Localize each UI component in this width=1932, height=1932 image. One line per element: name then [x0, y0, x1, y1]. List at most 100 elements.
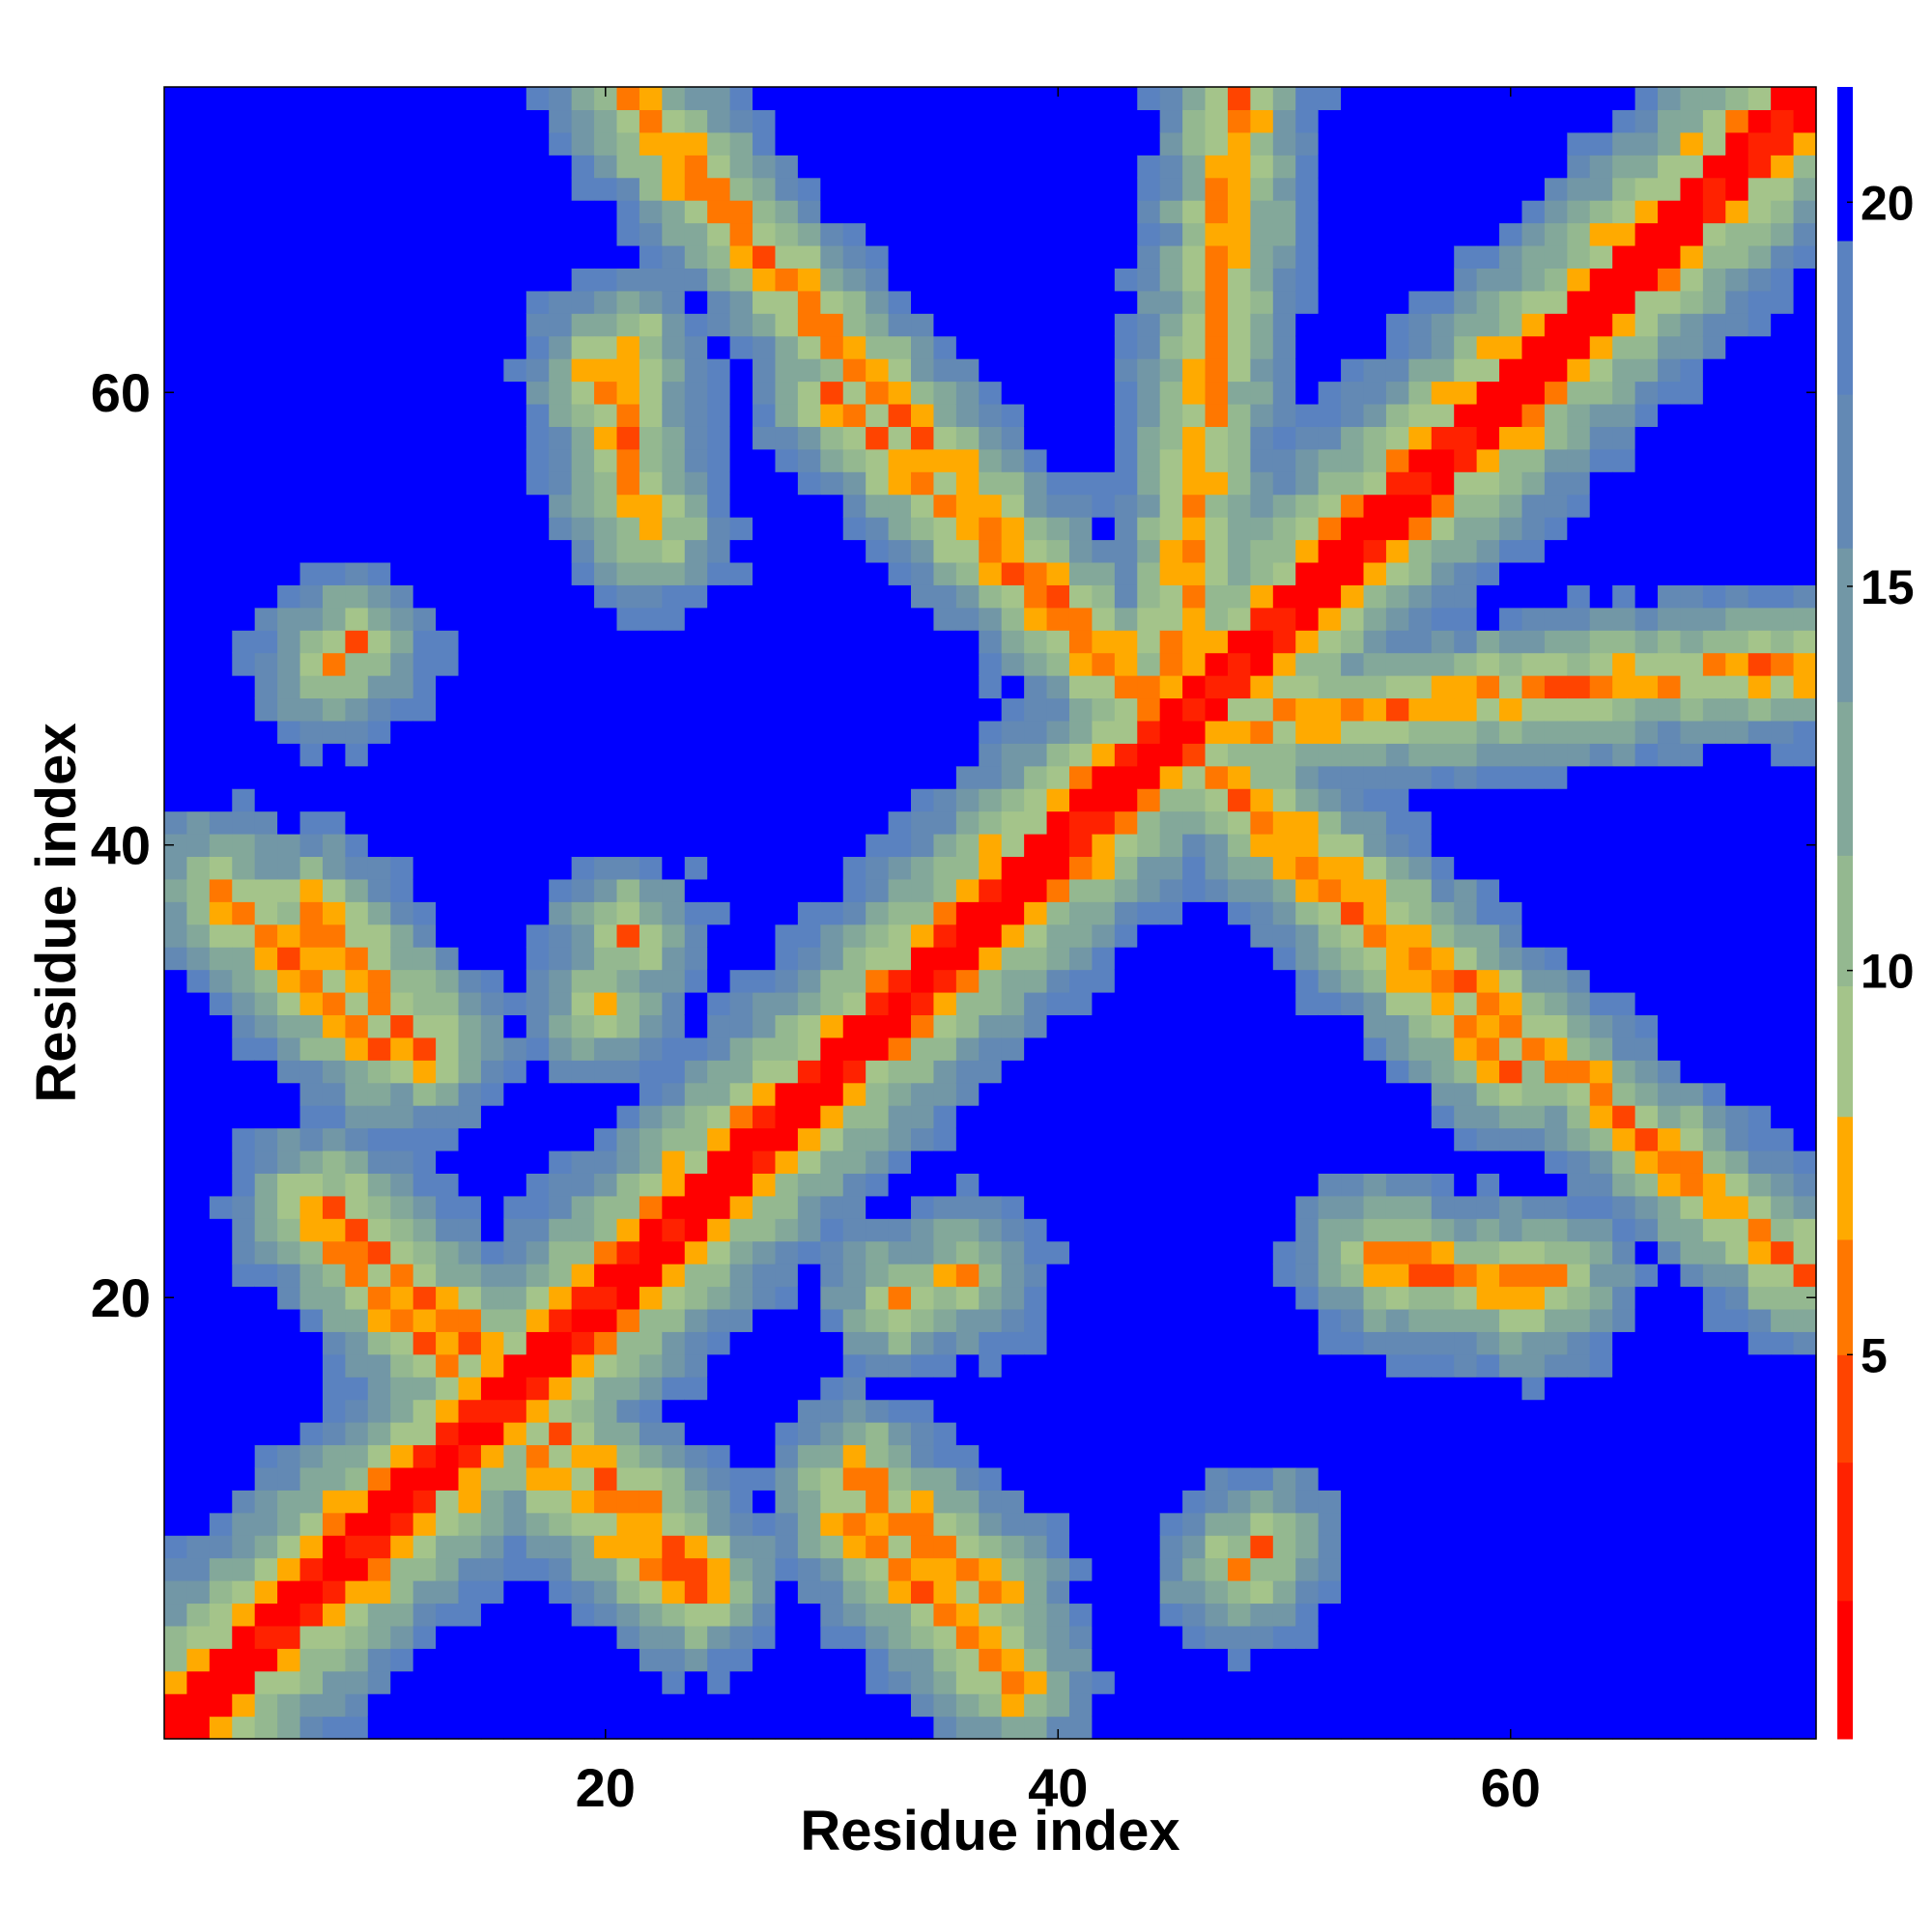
heatmap-cell	[526, 1195, 550, 1219]
heatmap-cell	[1024, 494, 1048, 518]
heatmap-cell	[1476, 1693, 1500, 1718]
heatmap-cell	[1001, 1603, 1025, 1627]
heatmap-cell	[299, 1603, 324, 1627]
heatmap-cell	[1476, 1331, 1500, 1355]
heatmap-cell	[933, 1082, 957, 1106]
heatmap-cell	[775, 765, 799, 789]
heatmap-cell	[955, 901, 980, 925]
heatmap-cell	[1567, 244, 1591, 269]
heatmap-cell	[1385, 901, 1409, 925]
heatmap-cell	[1431, 155, 1455, 179]
heatmap-cell	[1454, 268, 1478, 292]
heatmap-cell	[820, 1286, 844, 1310]
heatmap-cell	[1114, 448, 1138, 472]
heatmap-cell	[186, 1535, 211, 1559]
heatmap-cell	[684, 244, 708, 269]
heatmap-cell	[367, 426, 391, 450]
heatmap-cell	[1544, 630, 1568, 654]
heatmap-cell	[1046, 244, 1070, 269]
heatmap-cell	[1612, 109, 1636, 133]
heatmap-cell	[753, 561, 777, 585]
heatmap-cell	[1454, 991, 1478, 1016]
heatmap-cell	[277, 743, 301, 767]
heatmap-cell	[707, 584, 731, 609]
heatmap-cell	[797, 1353, 821, 1378]
heatmap-cell	[1634, 494, 1659, 518]
heatmap-cell	[254, 1150, 278, 1174]
heatmap-cell	[1046, 313, 1070, 337]
heatmap-cell	[322, 1512, 346, 1536]
heatmap-cell	[526, 1127, 550, 1151]
heatmap-cell	[164, 1444, 188, 1468]
heatmap-cell	[549, 1105, 573, 1129]
heatmap-cell	[254, 720, 278, 744]
heatmap-cell	[797, 1422, 821, 1446]
heatmap-cell	[1658, 1037, 1682, 1061]
heatmap-cell	[436, 991, 460, 1016]
heatmap-cell	[1205, 1603, 1229, 1627]
heatmap-cell	[1159, 155, 1183, 179]
heatmap-cell	[1658, 969, 1682, 993]
heatmap-cell	[1385, 1037, 1409, 1061]
heatmap-cell	[1567, 788, 1591, 812]
heatmap-cell	[707, 1173, 731, 1197]
heatmap-cell	[1272, 268, 1296, 292]
heatmap-cell	[1363, 856, 1387, 880]
heatmap-cell	[820, 381, 844, 405]
heatmap-cell	[1408, 1716, 1433, 1740]
heatmap-cell	[436, 1286, 460, 1310]
heatmap-cell	[1454, 1535, 1478, 1559]
heatmap-cell	[164, 1693, 188, 1718]
heatmap-cell	[1250, 1625, 1274, 1649]
heatmap-cell	[1341, 244, 1365, 269]
heatmap-cell	[322, 539, 346, 563]
heatmap-cell	[888, 539, 912, 563]
heatmap-cell	[729, 1173, 753, 1197]
heatmap-cell	[299, 155, 324, 179]
heatmap-cell	[232, 1173, 256, 1197]
heatmap-cell	[797, 1466, 821, 1491]
heatmap-cell	[345, 1512, 369, 1536]
heatmap-cell	[526, 155, 550, 179]
heatmap-cell	[1114, 426, 1138, 450]
heatmap-cell	[797, 788, 821, 812]
heatmap-cell	[1295, 1195, 1320, 1219]
heatmap-cell	[1182, 1377, 1207, 1401]
heatmap-cell	[1318, 1377, 1342, 1401]
heatmap-cell	[1658, 1353, 1682, 1378]
heatmap-cell	[232, 765, 256, 789]
heatmap-cell	[797, 290, 821, 314]
heatmap-cell	[480, 244, 504, 269]
heatmap-cell	[254, 1422, 278, 1446]
heatmap-cell	[367, 1173, 391, 1197]
heatmap-cell	[842, 1444, 867, 1468]
heatmap-cell	[1454, 1580, 1478, 1605]
heatmap-cell	[933, 1466, 957, 1491]
heatmap-cell	[1092, 1648, 1116, 1672]
heatmap-cell	[1544, 1331, 1568, 1355]
heatmap-cell	[639, 494, 663, 518]
heatmap-cell	[299, 1399, 324, 1423]
heatmap-cell	[979, 1218, 1003, 1242]
heatmap-cell	[1363, 901, 1387, 925]
heatmap-cell	[1001, 1377, 1025, 1401]
heatmap-cell	[549, 155, 573, 179]
heatmap-cell	[594, 901, 618, 925]
heatmap-cell	[594, 109, 618, 133]
heatmap-cell	[1385, 1444, 1409, 1468]
heatmap-cell	[1092, 901, 1116, 925]
heatmap-cell	[1205, 561, 1229, 585]
heatmap-cell	[1658, 403, 1682, 427]
heatmap-cell	[911, 1014, 935, 1038]
heatmap-cell	[1680, 675, 1704, 699]
heatmap-cell	[1114, 969, 1138, 993]
heatmap-cell	[1114, 290, 1138, 314]
heatmap-cell	[1182, 1603, 1207, 1627]
heatmap-cell	[775, 1195, 799, 1219]
heatmap-cell	[254, 1580, 278, 1605]
heatmap-cell	[1137, 1557, 1161, 1581]
heatmap-cell	[1589, 1082, 1613, 1106]
heatmap-cell	[164, 1150, 188, 1174]
heatmap-cell	[322, 1286, 346, 1310]
heatmap-cell	[549, 1150, 573, 1174]
